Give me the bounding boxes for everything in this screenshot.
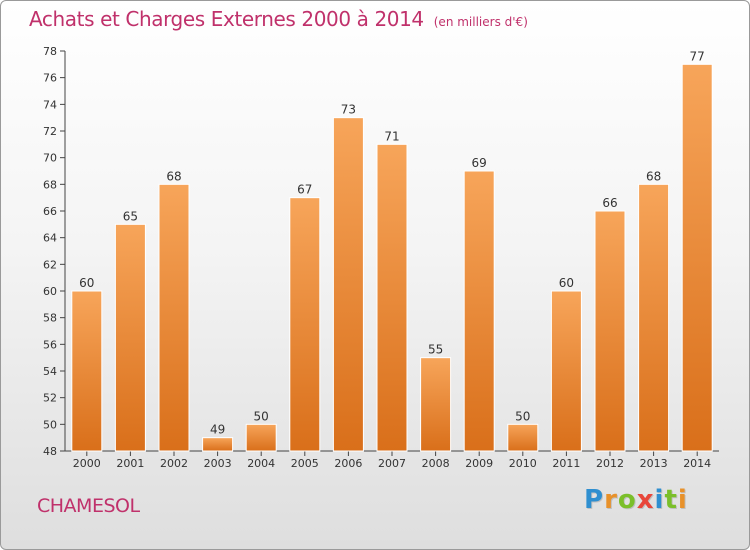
y-tick-label: 64: [43, 232, 57, 245]
y-tick-label: 58: [43, 312, 57, 325]
y-tick-label: 66: [43, 205, 57, 218]
bar-value-label: 69: [472, 156, 487, 170]
bar: [638, 183, 670, 452]
logo-letter: P: [584, 485, 605, 515]
y-tick-label: 70: [43, 152, 57, 165]
bar: [202, 437, 234, 452]
bar-value-label: 55: [428, 343, 443, 357]
bars: [71, 63, 713, 452]
chart-subtitle: (en milliers d'€): [433, 15, 528, 29]
y-tick-label: 76: [43, 72, 57, 85]
y-tick-label: 60: [43, 285, 57, 298]
bar: [245, 423, 277, 452]
bar-value-label: 68: [166, 169, 181, 183]
logo-letter: o: [617, 485, 637, 515]
bar-value-label: 73: [341, 103, 356, 117]
x-tick-label: 2012: [596, 457, 624, 470]
bar-value-label: 67: [297, 183, 312, 197]
x-tick-label: 2004: [247, 457, 275, 470]
bar: [376, 143, 408, 452]
bar-value-label: 65: [123, 209, 138, 223]
x-tick-label: 2001: [116, 457, 144, 470]
y-tick-label: 68: [43, 178, 57, 191]
bar-value-label: 60: [79, 276, 94, 290]
y-tick-label: 78: [43, 45, 57, 58]
logo-letter: i: [677, 485, 688, 515]
x-tick-label: 2014: [683, 457, 711, 470]
bar: [463, 170, 495, 452]
x-tick-label: 2000: [73, 457, 101, 470]
y-tick-label: 52: [43, 392, 57, 405]
bar: [158, 183, 190, 452]
bar: [71, 290, 103, 452]
y-tick-label: 56: [43, 338, 57, 351]
bar-value-label: 60: [559, 276, 574, 290]
x-tick-label: 2011: [552, 457, 580, 470]
logo-letter: t: [664, 485, 678, 515]
bar-value-label: 66: [602, 196, 617, 210]
bar: [681, 63, 713, 452]
bar-value-label: 77: [690, 49, 705, 63]
logo-letter: i: [654, 485, 665, 515]
x-tick-label: 2010: [509, 457, 537, 470]
bar-value-label: 49: [210, 423, 225, 437]
x-tick-label: 2007: [378, 457, 406, 470]
x-tick-label: 2009: [465, 457, 493, 470]
bar: [594, 210, 626, 452]
axes: 48 50 52 54 56 58 60 62 64 66 68 70 72 74 76 78 2000 2001…: [43, 45, 719, 470]
x-tick-label: 2013: [640, 457, 668, 470]
bar-value-label: 50: [515, 409, 530, 423]
bar-value-label: 68: [646, 169, 661, 183]
y-tick-label: 50: [43, 418, 57, 431]
x-tick-label: 2003: [204, 457, 232, 470]
bar: [550, 290, 582, 452]
x-tick-label: 2006: [334, 457, 362, 470]
y-tick-label: 62: [43, 258, 57, 271]
bar: [507, 423, 539, 452]
y-tick-label: 54: [43, 365, 57, 378]
bar: [420, 357, 452, 452]
data-labels: 60 65 68 49 50 67 73 71 55 69 50 60 66 68 77: [79, 49, 705, 436]
x-tick-label: 2002: [160, 457, 188, 470]
bar: [114, 223, 146, 452]
commune-name: CHAMESOL: [37, 495, 140, 517]
x-tick-label: 2005: [291, 457, 319, 470]
y-tick-label: 48: [43, 445, 57, 458]
y-tick-label: 72: [43, 125, 57, 138]
title-row: Achats et Charges Externes 2000 à 2014 (e…: [29, 7, 528, 31]
bar-value-label: 50: [254, 409, 269, 423]
logo-letter: x: [636, 485, 655, 515]
chart-title: Achats et Charges Externes 2000 à 2014: [29, 7, 424, 31]
bar: [289, 197, 321, 452]
bar: [332, 117, 364, 452]
proxiti-logo: Proxiti: [584, 485, 688, 515]
y-tick-label: 74: [43, 98, 57, 111]
x-tick-label: 2008: [422, 457, 450, 470]
logo-letter: r: [604, 485, 618, 515]
bar-value-label: 71: [384, 129, 399, 143]
